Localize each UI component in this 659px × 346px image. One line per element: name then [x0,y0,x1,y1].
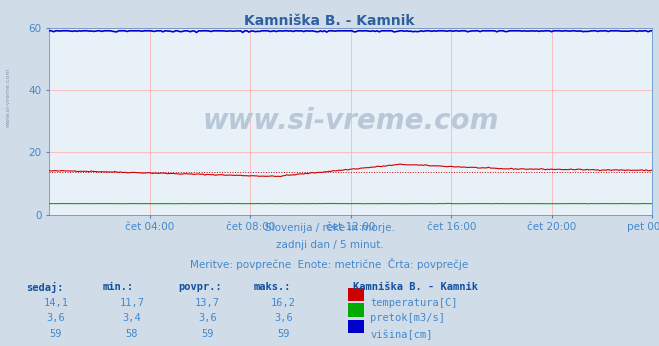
Text: 14,1: 14,1 [43,298,69,308]
Text: 13,7: 13,7 [195,298,220,308]
Text: Kamniška B. - Kamnik: Kamniška B. - Kamnik [353,282,478,292]
Text: 3,6: 3,6 [47,313,65,323]
Text: www.si-vreme.com: www.si-vreme.com [203,107,499,135]
Text: Meritve: povprečne  Enote: metrične  Črta: povprečje: Meritve: povprečne Enote: metrične Črta:… [190,258,469,270]
Text: 58: 58 [126,329,138,339]
Text: 3,6: 3,6 [274,313,293,323]
Text: sedaj:: sedaj: [26,282,64,293]
Text: www.si-vreme.com: www.si-vreme.com [5,67,11,127]
Text: zadnji dan / 5 minut.: zadnji dan / 5 minut. [275,240,384,251]
Text: 3,4: 3,4 [123,313,141,323]
Text: 11,7: 11,7 [119,298,144,308]
Text: 59: 59 [202,329,214,339]
Text: maks.:: maks.: [254,282,291,292]
Text: 3,6: 3,6 [198,313,217,323]
Text: povpr.:: povpr.: [178,282,221,292]
Text: 16,2: 16,2 [271,298,296,308]
Text: 59: 59 [50,329,62,339]
Text: višina[cm]: višina[cm] [370,329,433,340]
Text: temperatura[C]: temperatura[C] [370,298,458,308]
Text: Slovenija / reke in morje.: Slovenija / reke in morje. [264,223,395,233]
Text: 59: 59 [277,329,289,339]
Text: pretok[m3/s]: pretok[m3/s] [370,313,445,323]
Text: min.:: min.: [102,282,133,292]
Text: Kamniška B. - Kamnik: Kamniška B. - Kamnik [244,14,415,28]
